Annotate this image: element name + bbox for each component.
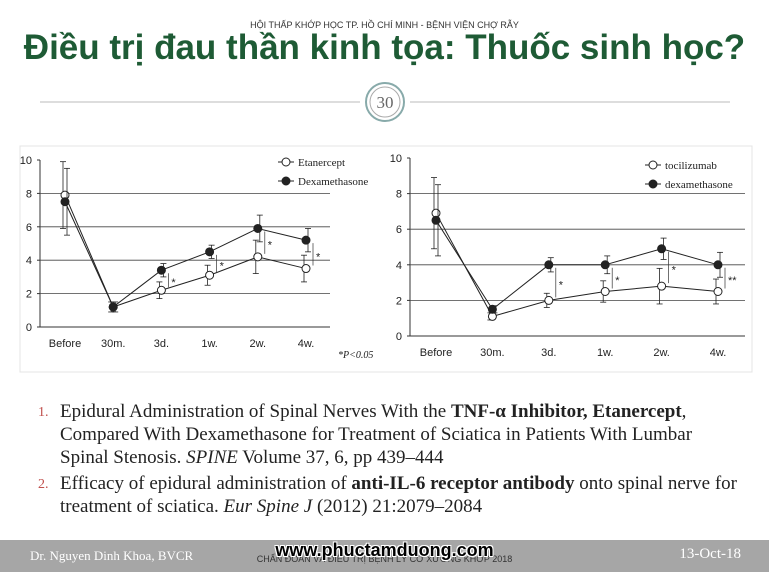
legend-label: dexamethasone bbox=[665, 179, 733, 191]
author: Dr. Nguyen Dinh Khoa, BVCR bbox=[30, 548, 194, 563]
significance-label: * bbox=[220, 261, 225, 273]
y-tick-label: 4 bbox=[26, 255, 32, 267]
x-tick-label: 30m. bbox=[101, 338, 125, 350]
reference: 1. Epidural Administration of Spinal Nerv… bbox=[38, 400, 738, 469]
annotation: *P<0.05 bbox=[338, 350, 373, 361]
footer: Dr. Nguyen Dinh Khoa, BVCR CHẨN ĐOÁN VÀ … bbox=[0, 540, 769, 572]
x-tick-label: Before bbox=[420, 347, 452, 359]
legend-marker bbox=[648, 160, 658, 170]
y-tick-label: 10 bbox=[390, 153, 402, 165]
page-badge bbox=[369, 86, 401, 118]
marker bbox=[657, 281, 667, 291]
event: CHẨN ĐOÁN VÀ ĐIỀU TRỊ BỆNH LÝ CƠ XƯƠNG K… bbox=[256, 554, 513, 564]
significance-label: * bbox=[171, 277, 176, 289]
x-tick-label: 3d. bbox=[541, 347, 556, 359]
reference-text: TNF-α Inhibitor, Etanercept bbox=[450, 401, 682, 422]
legend-marker bbox=[281, 157, 291, 167]
y-tick-label: 8 bbox=[26, 188, 32, 200]
reference: 2. Efficacy of epidural administration of… bbox=[38, 472, 738, 518]
marker bbox=[60, 197, 70, 207]
marker bbox=[431, 215, 441, 225]
y-tick-label: 6 bbox=[26, 222, 32, 234]
marker bbox=[713, 287, 723, 296]
marker bbox=[108, 302, 118, 312]
references: 1. Epidural Administration of Spinal Nerv… bbox=[38, 400, 738, 521]
y-tick-label: 6 bbox=[396, 224, 402, 236]
x-tick-label: 2w. bbox=[250, 338, 267, 350]
x-tick-label: 3d. bbox=[154, 338, 169, 350]
watermark: www.phuctamduong.com bbox=[275, 540, 494, 560]
series-line bbox=[435, 212, 719, 318]
marker bbox=[156, 265, 166, 275]
significance-label: ** bbox=[728, 275, 737, 287]
y-tick-label: 8 bbox=[396, 189, 402, 201]
marker bbox=[544, 295, 554, 305]
significance-label: * bbox=[316, 251, 321, 263]
x-tick-label: 4w. bbox=[710, 347, 727, 359]
reference-text: Epidural Administration of Spinal Nerves… bbox=[60, 401, 451, 422]
slide-title: Điều trị đau thần kinh tọa: Thuốc sinh h… bbox=[23, 28, 746, 67]
significance-label: * bbox=[615, 275, 620, 287]
series-line bbox=[64, 201, 307, 308]
reference-text: Eur Spine J bbox=[223, 496, 313, 517]
y-tick-label: 2 bbox=[396, 295, 402, 307]
significance-label: * bbox=[559, 280, 564, 292]
marker bbox=[253, 223, 263, 233]
marker bbox=[600, 287, 610, 296]
legend-label: Dexamethasone bbox=[298, 176, 368, 188]
reference-text: Efficacy of epidural administration of bbox=[60, 473, 352, 494]
reference-text: onto spinal nerve for treatment of sciat… bbox=[60, 473, 738, 517]
legend-marker bbox=[281, 176, 291, 186]
significance-label: * bbox=[672, 264, 677, 276]
marker bbox=[657, 244, 667, 254]
reference-text: SPINE bbox=[186, 447, 238, 468]
y-tick-label: 10 bbox=[20, 155, 32, 167]
y-tick-label: 4 bbox=[396, 260, 402, 272]
x-tick-label: 2w. bbox=[653, 347, 670, 359]
organization: HỘI THẤP KHỚP HỌC TP. HỒ CHÍ MINH - BỆNH… bbox=[250, 20, 519, 30]
date: 13-Oct-18 bbox=[679, 546, 741, 562]
reference-text: (2012) 21:2079–2084 bbox=[312, 496, 483, 517]
marker bbox=[156, 285, 166, 295]
legend-label: tocilizumab bbox=[665, 160, 717, 172]
chart-frame bbox=[19, 145, 753, 373]
marker bbox=[301, 264, 311, 274]
x-tick-label: 1w. bbox=[201, 338, 218, 350]
x-tick-label: Before bbox=[49, 338, 81, 350]
page-number: 30 bbox=[377, 93, 394, 112]
marker bbox=[205, 270, 215, 280]
significance-label: * bbox=[268, 240, 273, 252]
marker bbox=[253, 252, 263, 262]
reference-text: anti-IL-6 receptor antibody bbox=[351, 473, 575, 494]
reference-number: 1. bbox=[38, 405, 49, 420]
x-tick-label: 30m. bbox=[480, 347, 504, 359]
reference-number: 2. bbox=[38, 477, 49, 492]
marker bbox=[301, 235, 311, 245]
charts: 30 0 2 4 6 8 10 Before 30m. 3d. 1w. 2w. 4w. Etanerce… bbox=[19, 82, 753, 373]
x-tick-label: 4w. bbox=[298, 338, 315, 350]
legend-marker bbox=[648, 179, 658, 189]
legend-label: Etanercept bbox=[298, 157, 345, 169]
series-line bbox=[435, 220, 719, 311]
marker bbox=[600, 260, 610, 270]
y-tick-label: 0 bbox=[396, 331, 402, 343]
y-tick-label: 2 bbox=[26, 289, 32, 301]
marker bbox=[205, 247, 215, 257]
reference-text: , Compared With Dexamethasone for Treatm… bbox=[60, 401, 693, 468]
y-tick-label: 0 bbox=[26, 322, 32, 334]
marker bbox=[544, 260, 554, 270]
marker bbox=[487, 304, 497, 314]
reference-text: Volume 37, 6, pp 439–444 bbox=[237, 447, 444, 468]
x-tick-label: 1w. bbox=[597, 347, 614, 359]
marker bbox=[713, 260, 723, 270]
